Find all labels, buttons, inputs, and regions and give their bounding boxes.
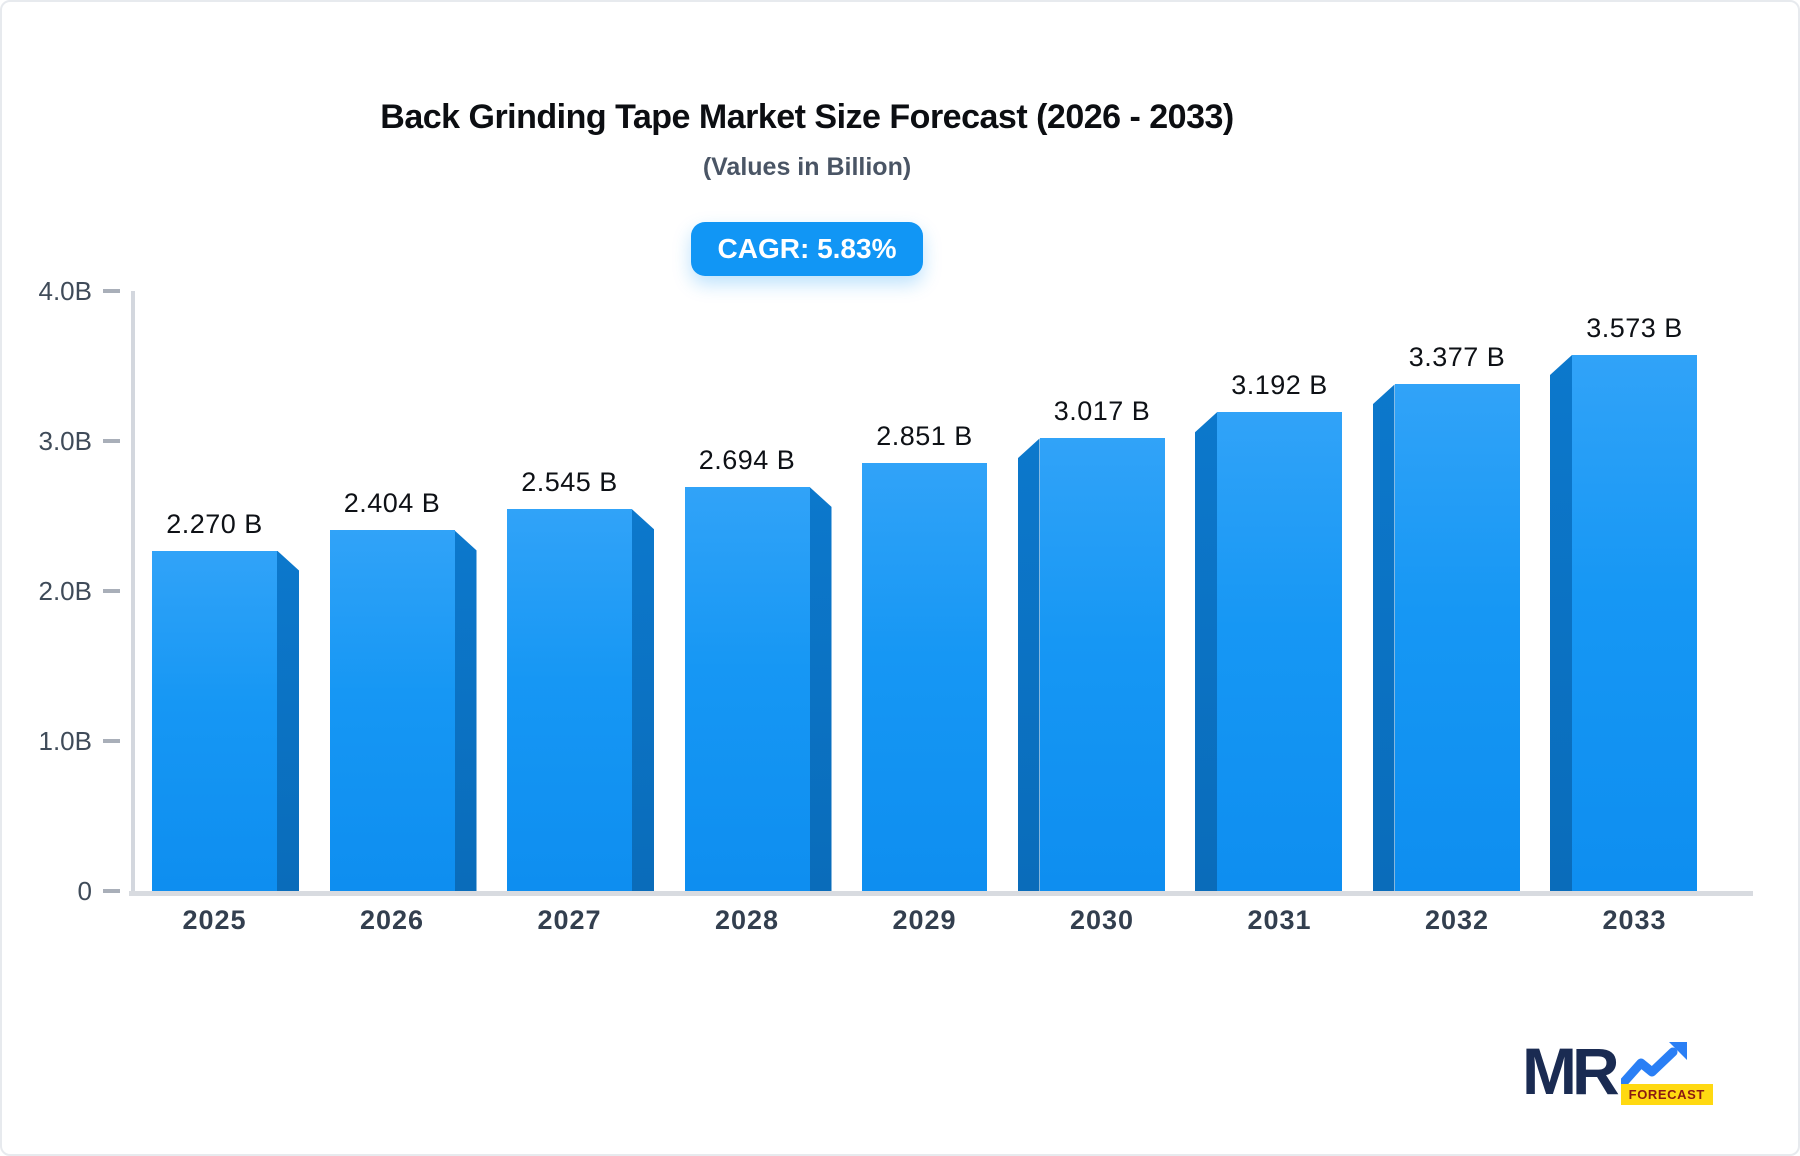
bar-side-2025 xyxy=(277,550,299,891)
bar-value-label-2031: 3.192 B xyxy=(1231,370,1328,401)
x-tick-label-2032: 2032 xyxy=(1424,905,1490,935)
bar-2027 xyxy=(507,509,632,891)
bar-value-label-2030: 3.017 B xyxy=(1053,396,1151,427)
x-axis-baseline xyxy=(129,891,1753,896)
bar-value-label-2033: 3.573 B xyxy=(1586,313,1683,344)
x-tick-label-2027: 2027 xyxy=(537,905,602,935)
bar-side-2033 xyxy=(1550,355,1572,891)
y-tick-label: 2.0B xyxy=(38,576,93,606)
bar-value-label-2032: 3.377 B xyxy=(1408,342,1506,373)
bar-side-2030 xyxy=(1017,438,1040,891)
y-tick-label: 0 xyxy=(77,876,92,906)
bar-value-label-2026: 2.404 B xyxy=(343,488,441,519)
trend-arrow-icon xyxy=(1620,1042,1687,1086)
bar-2032 xyxy=(1394,384,1520,891)
y-tick-dash xyxy=(103,439,120,443)
y-tick-dash xyxy=(103,589,120,593)
bar-side-2027 xyxy=(632,509,654,891)
y-tick-label: 3.0B xyxy=(38,426,93,456)
cagr-badge-wrap: CAGR: 5.83% xyxy=(2,222,1612,276)
x-tick-label-2030: 2030 xyxy=(1069,905,1135,935)
y-tick-dash xyxy=(103,739,120,743)
bar-2033 xyxy=(1572,355,1697,891)
chart-header: Back Grinding Tape Market Size Forecast … xyxy=(2,2,1612,276)
bar-side-2032 xyxy=(1372,384,1395,891)
x-tick-label-2033: 2033 xyxy=(1602,905,1667,935)
logo-forecast-tag: FORECAST xyxy=(1620,1084,1713,1105)
x-tick-label-2031: 2031 xyxy=(1247,905,1312,935)
bar-2026 xyxy=(329,530,455,891)
x-tick-label-2029: 2029 xyxy=(892,905,957,935)
y-tick-label: 1.0B xyxy=(38,726,93,756)
x-tick-label-2028: 2028 xyxy=(714,905,780,935)
y-tick-label: 4.0B xyxy=(38,276,93,306)
chart-subtitle: (Values in Billion) xyxy=(702,153,912,181)
bar-side-2028 xyxy=(809,486,832,891)
bar-2028 xyxy=(684,486,810,891)
bar-value-label-2028: 2.694 B xyxy=(698,444,796,475)
bar-value-label-2029: 2.851 B xyxy=(876,421,973,452)
bar-value-label-2027: 2.545 B xyxy=(521,467,618,498)
x-tick-label-2026: 2026 xyxy=(359,905,425,935)
bar-2030 xyxy=(1039,438,1165,891)
logo-right-block: FORECAST xyxy=(1620,1042,1713,1105)
mr-forecast-logo: MR FORECAST xyxy=(1522,1038,1713,1105)
x-tick-label-2025: 2025 xyxy=(182,905,247,935)
y-tick-dash xyxy=(103,889,120,893)
bar-side-2031 xyxy=(1195,412,1217,891)
y-tick-dash xyxy=(103,289,120,293)
logo-mr-text: MR xyxy=(1522,1034,1620,1108)
bar-value-label-2025: 2.270 B xyxy=(166,508,263,539)
bar-2025 xyxy=(152,550,277,891)
cagr-badge: CAGR: 5.83% xyxy=(690,222,924,276)
bar-2031 xyxy=(1217,412,1342,891)
bar-side-2026 xyxy=(454,530,477,891)
chart-title: Back Grinding Tape Market Size Forecast … xyxy=(380,98,1234,136)
bar-2029 xyxy=(862,463,987,891)
y-axis-line xyxy=(131,291,135,895)
